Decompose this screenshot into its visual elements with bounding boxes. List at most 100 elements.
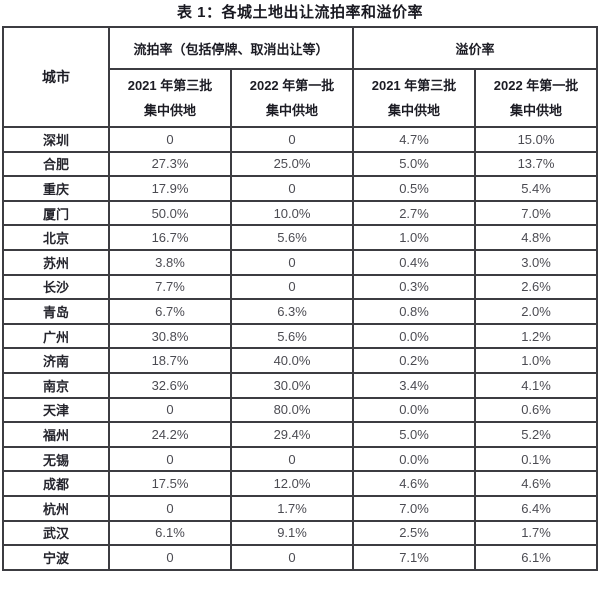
table-row: 武汉 6.1% 9.1% 2.5% 1.7% bbox=[2, 519, 599, 547]
value-cell: 2.5% bbox=[352, 519, 477, 547]
sub-header-line1: 2021 年第三批 bbox=[371, 78, 457, 93]
table-row: 宁波 0 0 7.1% 6.1% bbox=[2, 544, 599, 571]
value-cell: 29.4% bbox=[229, 421, 355, 448]
value-cell: 1.7% bbox=[229, 494, 355, 522]
table-row: 无锡 0 0 0.0% 0.1% bbox=[2, 445, 599, 473]
sub-header-line2: 集中供地 bbox=[510, 103, 563, 118]
table-row: 苏州 3.8% 0 0.4% 3.0% bbox=[2, 248, 599, 276]
value-cell: 0 bbox=[108, 544, 232, 571]
value-cell: 0 bbox=[229, 544, 355, 571]
city-cell: 合肥 bbox=[2, 150, 110, 178]
value-cell: 6.1% bbox=[108, 519, 232, 547]
city-cell: 济南 bbox=[2, 347, 110, 374]
value-cell: 24.2% bbox=[108, 421, 232, 448]
value-cell: 6.4% bbox=[474, 494, 599, 522]
value-cell: 30.0% bbox=[229, 371, 355, 399]
city-cell: 杭州 bbox=[2, 494, 110, 522]
value-cell: 2.7% bbox=[352, 199, 477, 227]
value-cell: 5.0% bbox=[352, 421, 477, 448]
value-cell: 0 bbox=[108, 396, 232, 424]
land-auction-table: 城市 流拍率（包括停牌、取消出让等） 溢价率 2021 年第三批 集中供地 2022… bbox=[2, 26, 599, 571]
value-cell: 30.8% bbox=[108, 322, 232, 350]
value-cell: 5.0% bbox=[352, 150, 477, 178]
value-cell: 0.1% bbox=[474, 445, 599, 473]
sub-header-line2: 集中供地 bbox=[266, 103, 319, 118]
sub-header-batch-2: 2021 年第三批 集中供地 bbox=[352, 68, 477, 128]
sub-header-line2: 集中供地 bbox=[143, 103, 196, 118]
table-row: 福州 24.2% 29.4% 5.0% 5.2% bbox=[2, 421, 599, 448]
value-cell: 6.3% bbox=[229, 298, 355, 325]
value-cell: 17.5% bbox=[108, 470, 232, 497]
value-cell: 4.7% bbox=[352, 126, 477, 153]
table-title: 表 1：各城土地出让流拍率和溢价率 bbox=[176, 4, 423, 21]
value-cell: 4.8% bbox=[474, 224, 599, 251]
value-cell: 13.7% bbox=[474, 150, 599, 178]
value-cell: 40.0% bbox=[229, 347, 355, 374]
value-cell: 0.0% bbox=[352, 322, 477, 350]
value-cell: 0.6% bbox=[474, 396, 599, 424]
value-cell: 0.3% bbox=[352, 273, 477, 301]
sub-header-line1: 2021 年第三批 bbox=[127, 78, 213, 93]
city-cell: 成都 bbox=[2, 470, 110, 497]
value-cell: 15.0% bbox=[474, 126, 599, 153]
city-cell: 广州 bbox=[2, 322, 110, 350]
table-row: 合肥 27.3% 25.0% 5.0% 13.7% bbox=[2, 150, 599, 178]
value-cell: 0 bbox=[108, 126, 232, 153]
value-cell: 7.7% bbox=[108, 273, 232, 301]
value-cell: 5.6% bbox=[229, 322, 355, 350]
value-cell: 16.7% bbox=[108, 224, 232, 251]
value-cell: 0 bbox=[108, 445, 232, 473]
value-cell: 0 bbox=[229, 445, 355, 473]
value-cell: 0 bbox=[108, 494, 232, 522]
value-cell: 7.1% bbox=[352, 544, 477, 571]
value-cell: 5.4% bbox=[474, 175, 599, 202]
value-cell: 25.0% bbox=[229, 150, 355, 178]
table-row: 北京 16.7% 5.6% 1.0% 4.8% bbox=[2, 224, 599, 251]
table-row: 天津 0 80.0% 0.0% 0.6% bbox=[2, 396, 599, 424]
city-cell: 深圳 bbox=[2, 126, 110, 153]
value-cell: 0 bbox=[229, 273, 355, 301]
city-cell: 无锡 bbox=[2, 445, 110, 473]
value-cell: 0.0% bbox=[352, 396, 477, 424]
value-cell: 0 bbox=[229, 175, 355, 202]
value-cell: 32.6% bbox=[108, 371, 232, 399]
group-header-failure-rate: 流拍率（包括停牌、取消出让等） bbox=[107, 26, 355, 70]
value-cell: 5.6% bbox=[229, 224, 355, 251]
city-cell: 福州 bbox=[2, 421, 110, 448]
sub-header-line1: 2022 年第一批 bbox=[249, 78, 335, 93]
city-cell: 苏州 bbox=[2, 248, 110, 276]
value-cell: 1.2% bbox=[474, 322, 599, 350]
value-cell: 7.0% bbox=[474, 199, 599, 227]
city-cell: 重庆 bbox=[2, 175, 110, 202]
value-cell: 0.4% bbox=[352, 248, 477, 276]
value-cell: 3.0% bbox=[474, 248, 599, 276]
value-cell: 6.1% bbox=[474, 544, 599, 571]
value-cell: 1.0% bbox=[474, 347, 599, 374]
value-cell: 0 bbox=[229, 248, 355, 276]
sub-header-row: 2021 年第三批 集中供地 2022 年第一批 集中供地 2021 年第三批 集中供地 2… bbox=[3, 68, 599, 128]
value-cell: 0.5% bbox=[352, 175, 477, 202]
value-cell: 7.0% bbox=[352, 494, 477, 522]
table-row: 杭州 0 1.7% 7.0% 6.4% bbox=[2, 494, 599, 522]
sub-header-line2: 集中供地 bbox=[388, 103, 441, 118]
value-cell: 1.0% bbox=[352, 224, 477, 251]
value-cell: 6.7% bbox=[108, 298, 232, 325]
table-row: 广州 30.8% 5.6% 0.0% 1.2% bbox=[2, 322, 599, 350]
sub-header-batch-1: 2022 年第一批 集中供地 bbox=[229, 68, 355, 128]
value-cell: 27.3% bbox=[108, 150, 232, 178]
value-cell: 2.6% bbox=[474, 273, 599, 301]
value-cell: 3.8% bbox=[108, 248, 232, 276]
value-cell: 5.2% bbox=[474, 421, 599, 448]
table-row: 重庆 17.9% 0 0.5% 5.4% bbox=[2, 175, 599, 202]
value-cell: 17.9% bbox=[108, 175, 232, 202]
sub-header-batch-0: 2021 年第三批 集中供地 bbox=[108, 68, 232, 128]
table-row: 深圳 0 0 4.7% 15.0% bbox=[2, 126, 599, 153]
table-row: 南京 32.6% 30.0% 3.4% 4.1% bbox=[2, 371, 599, 399]
city-cell: 南京 bbox=[2, 371, 110, 399]
value-cell: 0.8% bbox=[352, 298, 477, 325]
city-cell: 宁波 bbox=[2, 544, 110, 571]
value-cell: 12.0% bbox=[229, 470, 355, 497]
city-cell: 青岛 bbox=[2, 298, 110, 325]
value-cell: 4.6% bbox=[352, 470, 477, 497]
